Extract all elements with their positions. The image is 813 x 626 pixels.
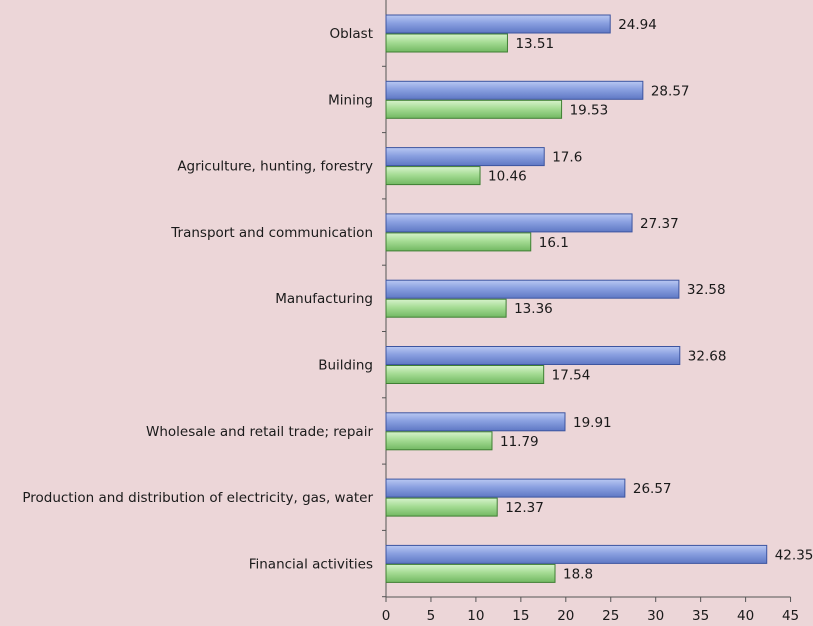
value-label: 17.6 — [552, 150, 582, 166]
x-tick-label: 30 — [647, 608, 664, 624]
x-tick-label: 0 — [382, 608, 391, 624]
bar-series-2 — [385, 232, 532, 252]
chart-bars — [385, 14, 768, 583]
bar-series-1 — [385, 14, 611, 34]
bar-series-1 — [385, 346, 681, 365]
value-label: 19.53 — [570, 102, 609, 118]
x-tick-label: 45 — [782, 608, 799, 624]
bar-series-2 — [385, 33, 508, 53]
value-label: 17.54 — [552, 368, 591, 384]
bar-series-2 — [385, 298, 507, 318]
x-tick-label: 20 — [557, 608, 574, 624]
x-tick-label: 40 — [737, 608, 754, 624]
value-label: 18.8 — [563, 566, 593, 582]
value-label: 32.68 — [688, 349, 727, 365]
category-label: Agriculture, hunting, forestry — [177, 159, 373, 175]
value-label: 16.1 — [539, 235, 569, 251]
value-label: 10.46 — [488, 169, 527, 185]
bar-series-1 — [385, 213, 633, 233]
category-label: Manufacturing — [275, 291, 373, 307]
bar-series-2 — [385, 99, 563, 119]
value-label: 24.94 — [618, 17, 657, 33]
bar-series-1 — [385, 412, 566, 432]
chart-labels: 0 5 10 15 20 25 30 35 40 45 24.94 13.51 Oblast 28.57 1… — [22, 17, 813, 624]
value-label: 19.91 — [573, 415, 612, 431]
bar-series-2 — [385, 166, 481, 186]
bar-series-1 — [385, 147, 545, 167]
value-label: 26.57 — [633, 481, 672, 497]
value-label: 13.51 — [515, 36, 554, 52]
category-label: Wholesale and retail trade; repair — [146, 424, 373, 440]
bar-series-2 — [385, 431, 493, 451]
bar-series-2 — [385, 563, 556, 583]
value-label: 27.37 — [640, 216, 679, 232]
category-label: Building — [318, 358, 373, 374]
x-tick-label: 5 — [427, 608, 436, 624]
bar-series-2 — [385, 497, 498, 517]
category-label: Financial activities — [249, 556, 373, 572]
value-label: 32.58 — [687, 282, 726, 298]
bar-series-1 — [385, 80, 644, 100]
value-label: 42.35 — [775, 547, 813, 563]
x-tick-label: 35 — [692, 608, 709, 624]
category-label: Mining — [328, 92, 373, 108]
category-label: Oblast — [329, 26, 373, 42]
category-label: Transport and communication — [170, 225, 373, 241]
x-tick-label: 25 — [602, 608, 619, 624]
value-label: 12.37 — [505, 500, 544, 516]
value-label: 13.36 — [514, 301, 553, 317]
bar-series-2 — [385, 365, 545, 384]
value-label: 11.79 — [500, 434, 539, 450]
x-tick-label: 10 — [467, 608, 484, 624]
value-label: 28.57 — [651, 83, 690, 99]
bar-series-1 — [385, 544, 768, 564]
category-label: Production and distribution of electrici… — [22, 490, 373, 506]
bar-series-1 — [385, 279, 680, 299]
bar-series-1 — [385, 478, 626, 498]
x-tick-label: 15 — [512, 608, 529, 624]
